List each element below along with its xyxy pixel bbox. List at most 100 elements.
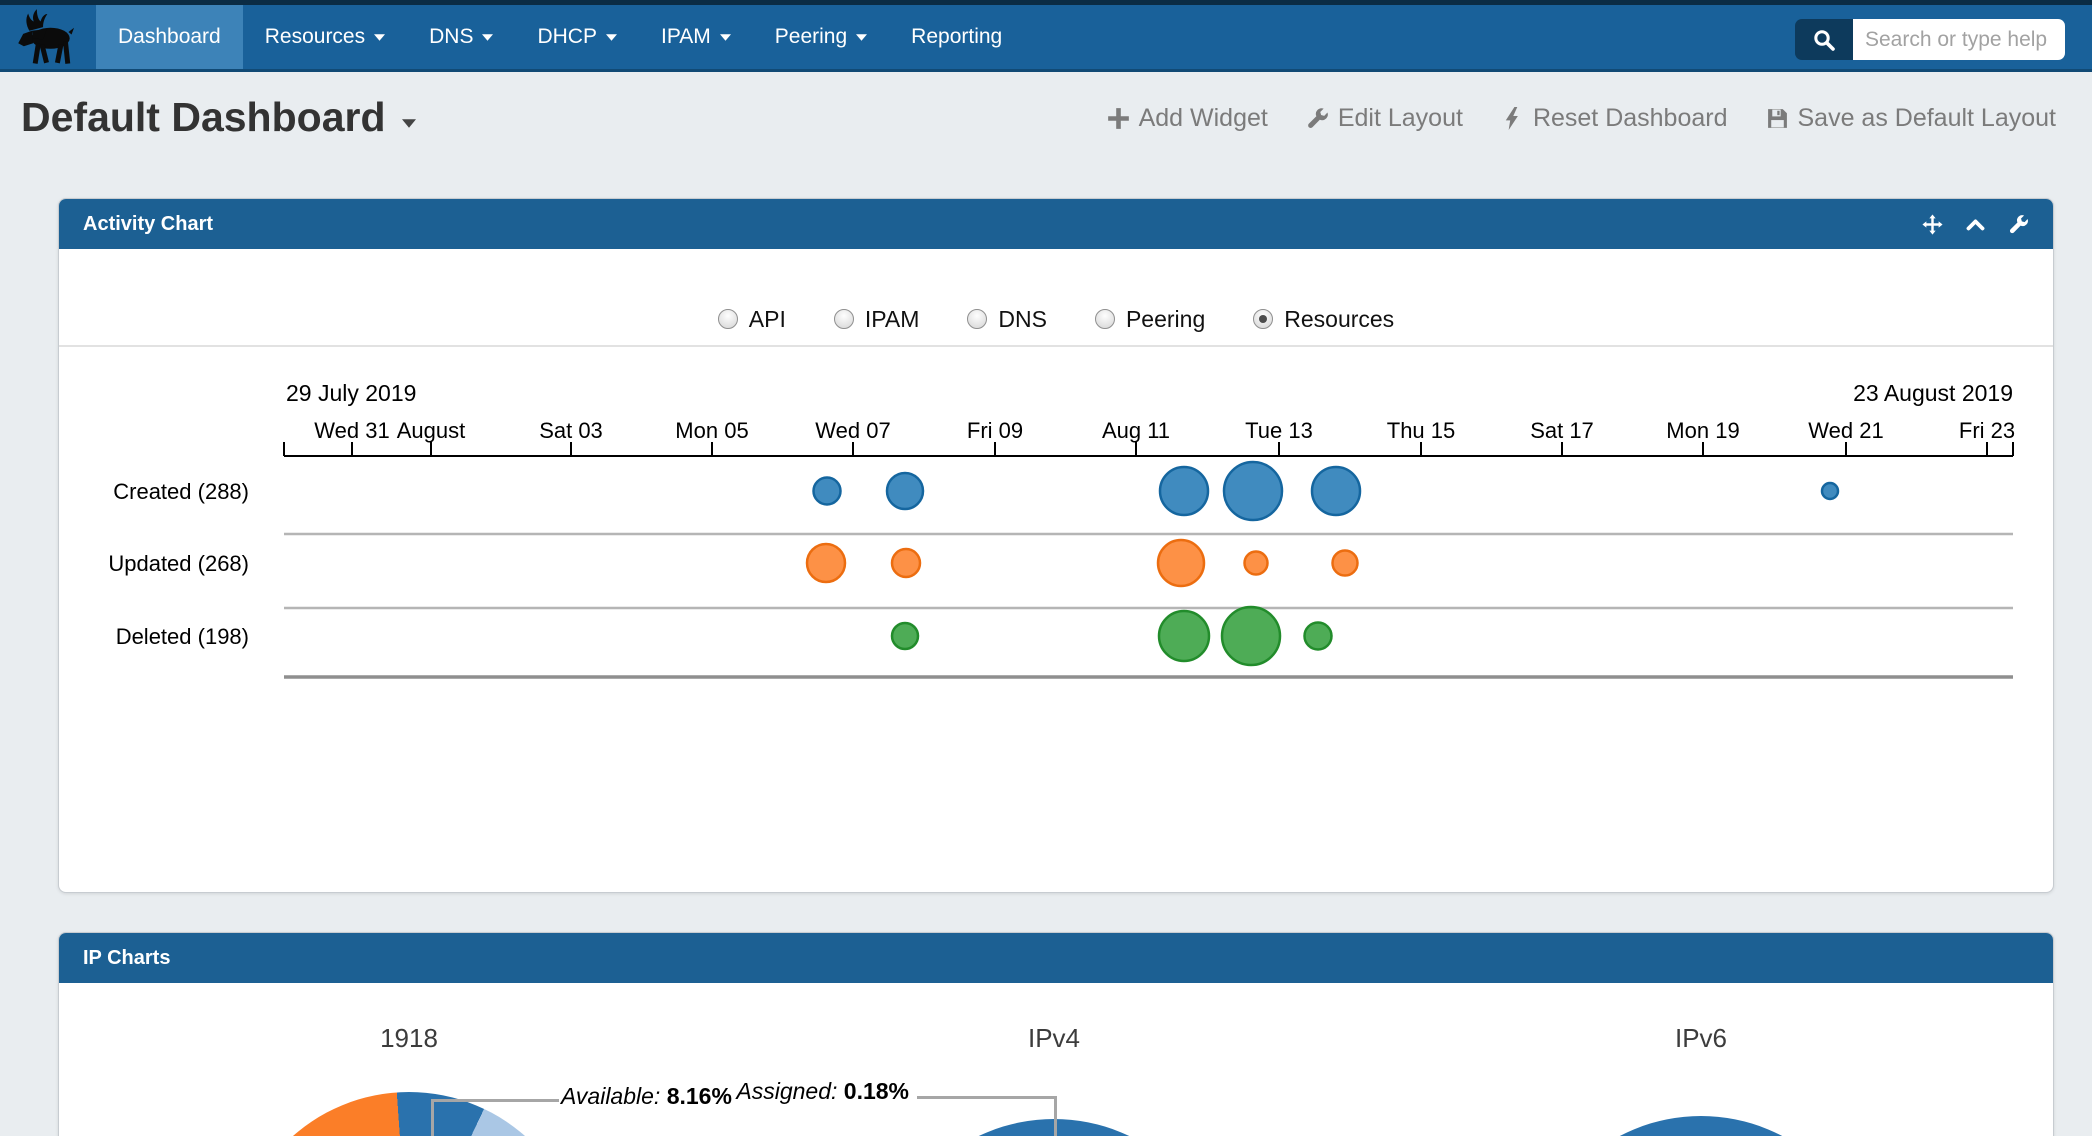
axis-start-date: 29 July 2019 [286, 380, 416, 406]
callout-value: 0.18% [844, 1078, 909, 1104]
page-title[interactable]: Default Dashboard [21, 94, 416, 141]
activity-bubble [1158, 540, 1204, 586]
action-label: Edit Layout [1338, 104, 1463, 133]
ip-panel-body: 1918 Available: 8.16% IPv4 Assigned: 0.18% I… [59, 983, 2053, 1136]
action-label: Reset Dashboard [1533, 104, 1728, 133]
axis-tick-label: Thu 15 [1387, 418, 1456, 443]
wrench-icon [1306, 107, 1329, 130]
activity-panel-body: APIIPAMDNSPeeringResources 29 July 20192… [59, 249, 2053, 892]
axis-tick-label: Mon 19 [1666, 418, 1739, 443]
callout-line [1054, 1096, 1057, 1136]
axis-tick-label: Mon 05 [675, 418, 748, 443]
app-root: Dashboard Resources DNS DHCP IPAM Peering Repo… [0, 0, 2092, 1136]
activity-bubble [814, 478, 841, 505]
axis-tick-label: Wed 31 [314, 418, 389, 443]
dashboard-actions: Add Widget Edit Layout Reset Dashboard Save… [1107, 104, 2056, 133]
pie-callout-ipv4: Assigned: 0.18% [736, 1078, 909, 1105]
row-label: Created (288) [113, 479, 249, 504]
activity-chart-panel: Activity Chart API IPAM DNS Peering Resource… [58, 198, 2054, 893]
wrench-icon[interactable] [2008, 214, 2029, 235]
filter-label: Resources [1284, 306, 1394, 333]
activity-bubble [1245, 552, 1268, 575]
nav-items: Dashboard Resources DNS DHCP IPAM Peering Repo… [96, 5, 1024, 69]
activity-bubble [1312, 467, 1360, 515]
radio-icon [1095, 309, 1115, 329]
edit-layout-button[interactable]: Edit Layout [1306, 104, 1463, 133]
ip-panel-header: IP Charts [59, 933, 2053, 983]
save-as-default-layout-button[interactable]: Save as Default Layout [1766, 104, 2057, 133]
radio-icon [718, 309, 738, 329]
pie-chart-ipv6 [1526, 1116, 1876, 1136]
pie-title-1918: 1918 [289, 1023, 529, 1054]
callout-line [431, 1099, 559, 1102]
filter-radio-api[interactable]: API [718, 306, 786, 333]
add-widget-button[interactable]: Add Widget [1107, 104, 1268, 133]
row-label: Deleted (198) [116, 624, 249, 649]
activity-bubble [1822, 483, 1838, 499]
filter-label: API [749, 306, 786, 333]
collapse-icon[interactable] [1965, 214, 1986, 235]
nav-item-label: Peering [775, 25, 847, 49]
nav-item-dhcp[interactable]: DHCP [515, 5, 639, 69]
nav-item-dashboard[interactable]: Dashboard [96, 5, 243, 69]
nav-item-label: IPAM [661, 25, 711, 49]
activity-filters: API IPAM DNS Peering Resources [59, 297, 2053, 341]
chevron-down-icon [720, 34, 731, 41]
filter-radio-resources[interactable]: Resources [1253, 306, 1394, 333]
chevron-down-icon [856, 34, 867, 41]
nav-item-label: Reporting [911, 25, 1002, 49]
nav-item-label: DHCP [537, 25, 597, 49]
pie-title-ipv4: IPv4 [934, 1023, 1174, 1054]
activity-bubble [887, 473, 923, 509]
activity-bubble [892, 549, 920, 577]
panel-tools [1922, 214, 2029, 235]
radio-icon [834, 309, 854, 329]
axis-tick-label: Tue 13 [1245, 418, 1313, 443]
activity-bubble [1224, 462, 1282, 520]
nav-item-resources[interactable]: Resources [243, 5, 407, 69]
title-bar: Default Dashboard Add Widget Edit Layout R… [0, 72, 2092, 172]
filter-radio-peering[interactable]: Peering [1095, 306, 1205, 333]
activity-bubble [892, 623, 918, 649]
search-bar [1795, 19, 2065, 60]
filter-label: IPAM [865, 306, 920, 333]
panel-title: Activity Chart [83, 213, 213, 236]
callout-value: 8.16% [667, 1083, 732, 1109]
row-label: Updated (268) [108, 551, 249, 576]
nav-item-reporting[interactable]: Reporting [889, 5, 1024, 69]
pie-title-ipv6: IPv6 [1581, 1023, 1821, 1054]
action-label: Save as Default Layout [1798, 104, 2057, 133]
activity-bubble [1222, 607, 1280, 665]
activity-bubble-chart: 29 July 201923 August 2019Wed 31AugustSa… [59, 351, 2055, 881]
filter-label: DNS [998, 306, 1047, 333]
search-icon[interactable] [1795, 19, 1853, 60]
activity-bubble [1159, 611, 1209, 661]
search-input[interactable] [1853, 19, 2065, 60]
nav-item-label: DNS [429, 25, 473, 49]
chevron-down-icon [606, 34, 617, 41]
radio-icon [967, 309, 987, 329]
pie-callout-1918: Available: 8.16% [561, 1083, 732, 1110]
chevron-down-icon [374, 34, 385, 41]
axis-tick-label: Fri 23 [1959, 418, 2015, 443]
divider [59, 345, 2053, 347]
reset-dashboard-button[interactable]: Reset Dashboard [1501, 104, 1728, 133]
nav-item-peering[interactable]: Peering [753, 5, 889, 69]
ip-charts-panel: IP Charts 1918 Available: 8.16% IPv4 Assign… [58, 932, 2054, 1136]
save-icon [1766, 107, 1789, 130]
nav-item-label: Dashboard [118, 25, 221, 49]
page-title-text: Default Dashboard [21, 94, 386, 141]
moose-logo[interactable] [0, 5, 96, 69]
filter-radio-dns[interactable]: DNS [967, 306, 1047, 333]
filter-radio-ipam[interactable]: IPAM [834, 306, 920, 333]
action-label: Add Widget [1139, 104, 1268, 133]
nav-item-dns[interactable]: DNS [407, 5, 515, 69]
nav-item-ipam[interactable]: IPAM [639, 5, 753, 69]
top-nav: Dashboard Resources DNS DHCP IPAM Peering Repo… [0, 0, 2092, 72]
axis-tick-label: Sat 17 [1530, 418, 1594, 443]
move-icon[interactable] [1922, 214, 1943, 235]
callout-line [431, 1099, 434, 1136]
axis-tick-label: Wed 07 [815, 418, 890, 443]
axis-tick-label: August [397, 418, 466, 443]
plus-icon [1107, 107, 1130, 130]
